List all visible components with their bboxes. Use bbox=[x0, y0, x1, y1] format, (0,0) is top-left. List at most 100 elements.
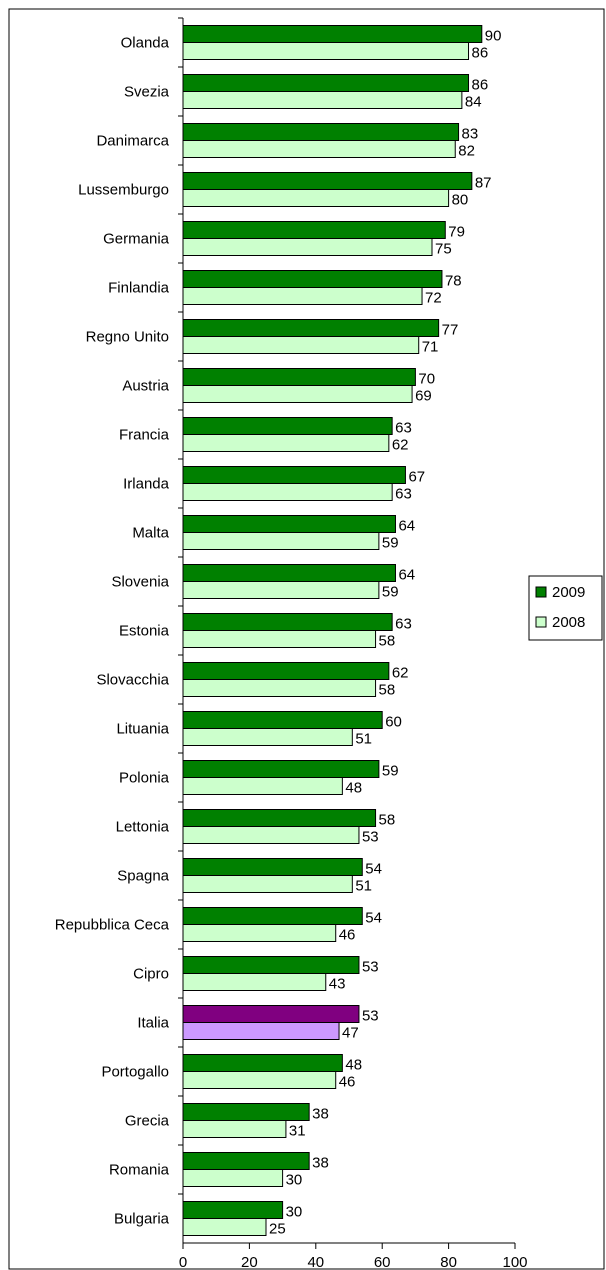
bar-portogallo-2009 bbox=[182, 1054, 343, 1072]
value-label-slovacchia-2008: 58 bbox=[379, 682, 396, 699]
value-label-slovenia-2008: 59 bbox=[382, 584, 399, 601]
bar-italia-2009 bbox=[182, 1005, 360, 1023]
value-label-finlandia-2008: 72 bbox=[425, 290, 442, 307]
x-tick-label-0: 0 bbox=[179, 1254, 187, 1270]
bar-germania-2009 bbox=[182, 221, 446, 239]
value-label-danimarca-2009: 83 bbox=[462, 126, 479, 143]
category-label-lussemburgo: Lussemburgo bbox=[78, 182, 169, 199]
bar-bulgaria-2009 bbox=[182, 1201, 284, 1219]
value-label-regno-unito-2008: 71 bbox=[422, 339, 439, 356]
value-label-portogallo-2008: 46 bbox=[339, 1074, 356, 1091]
category-label-slovenia: Slovenia bbox=[111, 574, 169, 591]
bar-danimarca-2008 bbox=[182, 140, 456, 158]
bar-grecia-2009 bbox=[182, 1103, 310, 1121]
value-label-danimarca-2008: 82 bbox=[458, 143, 475, 160]
bar-francia-2008 bbox=[182, 434, 390, 452]
bar-svezia-2008 bbox=[182, 91, 463, 109]
bar-germania-2008 bbox=[182, 238, 433, 256]
legend-swatch-2008 bbox=[535, 616, 547, 628]
bar-bulgaria-2008 bbox=[182, 1218, 267, 1236]
category-label-lituania: Lituania bbox=[116, 721, 169, 738]
bar-estonia-2008 bbox=[182, 630, 377, 648]
value-label-cipro-2009: 53 bbox=[362, 959, 379, 976]
category-label-estonia: Estonia bbox=[119, 623, 170, 640]
bar-grecia-2008 bbox=[182, 1120, 287, 1138]
value-label-irlanda-2008: 63 bbox=[395, 486, 412, 503]
value-label-slovacchia-2009: 62 bbox=[392, 665, 409, 682]
value-label-slovenia-2009: 64 bbox=[398, 567, 415, 584]
bar-malta-2009 bbox=[182, 515, 396, 533]
bar-lettonia-2008 bbox=[182, 826, 360, 844]
value-label-lettonia-2009: 58 bbox=[379, 812, 396, 829]
value-label-italia-2009: 53 bbox=[362, 1008, 379, 1025]
bar-finlandia-2008 bbox=[182, 287, 423, 305]
category-label-slovacchia: Slovacchia bbox=[96, 672, 169, 689]
value-label-francia-2009: 63 bbox=[395, 420, 412, 437]
bar-malta-2008 bbox=[182, 532, 380, 550]
value-label-olanda-2009: 90 bbox=[485, 28, 502, 45]
bar-lussemburgo-2009 bbox=[182, 172, 473, 190]
bar-portogallo-2008 bbox=[182, 1071, 337, 1089]
bar-slovenia-2009 bbox=[182, 564, 396, 582]
value-label-polonia-2008: 48 bbox=[345, 780, 362, 797]
value-label-italia-2008: 47 bbox=[342, 1025, 359, 1042]
value-label-regno-unito-2009: 77 bbox=[442, 322, 459, 339]
value-label-malta-2008: 59 bbox=[382, 535, 399, 552]
bar-finlandia-2009 bbox=[182, 270, 443, 288]
x-tick-label-20: 20 bbox=[241, 1254, 258, 1270]
category-label-malta: Malta bbox=[132, 525, 169, 542]
bar-austria-2009 bbox=[182, 368, 416, 386]
x-tick-label-40: 40 bbox=[307, 1254, 324, 1270]
value-label-lituania-2008: 51 bbox=[355, 731, 372, 748]
bar-romania-2008 bbox=[182, 1169, 284, 1187]
bar-polonia-2008 bbox=[182, 777, 343, 795]
axes-layer: 0 20 40 60 80 100 bbox=[178, 17, 528, 1270]
bar-olanda-2008 bbox=[182, 42, 470, 60]
category-label-danimarca: Danimarca bbox=[96, 133, 169, 150]
category-label-francia: Francia bbox=[119, 427, 170, 444]
x-tick-label-100: 100 bbox=[502, 1254, 527, 1270]
value-label-bulgaria-2009: 30 bbox=[286, 1204, 303, 1221]
value-label-svezia-2008: 84 bbox=[465, 94, 482, 111]
value-label-portogallo-2009: 48 bbox=[345, 1057, 362, 1074]
bar-svezia-2009 bbox=[182, 74, 470, 92]
category-label-lettonia: Lettonia bbox=[116, 819, 170, 836]
bar-polonia-2009 bbox=[182, 760, 380, 778]
value-label-austria-2008: 69 bbox=[415, 388, 432, 405]
category-label-irlanda: Irlanda bbox=[123, 476, 170, 493]
category-label-grecia: Grecia bbox=[125, 1113, 170, 1130]
bar-danimarca-2009 bbox=[182, 123, 460, 141]
category-label-cipro: Cipro bbox=[133, 966, 169, 983]
bar-lituania-2008 bbox=[182, 728, 353, 746]
legend-swatch-2009 bbox=[535, 586, 547, 598]
value-label-estonia-2008: 58 bbox=[379, 633, 396, 650]
bar-regno-unito-2009 bbox=[182, 319, 440, 337]
value-label-spagna-2008: 51 bbox=[355, 878, 372, 895]
category-label-bulgaria: Bulgaria bbox=[114, 1211, 170, 1228]
bar-cipro-2008 bbox=[182, 973, 327, 991]
bar-regno-unito-2008 bbox=[182, 336, 420, 354]
value-label-francia-2008: 62 bbox=[392, 437, 409, 454]
bar-lettonia-2009 bbox=[182, 809, 377, 827]
value-label-germania-2008: 75 bbox=[435, 241, 452, 258]
category-label-romania: Romania bbox=[109, 1162, 170, 1179]
bar-irlanda-2008 bbox=[182, 483, 393, 501]
category-label-svezia: Svezia bbox=[124, 84, 170, 101]
value-label-romania-2009: 38 bbox=[312, 1155, 329, 1172]
category-label-polonia: Polonia bbox=[119, 770, 170, 787]
category-label-spagna: Spagna bbox=[117, 868, 169, 885]
value-label-germania-2009: 79 bbox=[448, 224, 465, 241]
bar-cipro-2009 bbox=[182, 956, 360, 974]
value-label-olanda-2008: 86 bbox=[472, 45, 489, 62]
bar-repubblica-ceca-2008 bbox=[182, 924, 337, 942]
value-label-lituania-2009: 60 bbox=[385, 714, 402, 731]
legend-label-2009: 2009 bbox=[552, 584, 585, 601]
bar-slovacchia-2008 bbox=[182, 679, 377, 697]
legend: 2009 2008 bbox=[528, 575, 603, 641]
bar-estonia-2009 bbox=[182, 613, 393, 631]
category-label-olanda: Olanda bbox=[121, 35, 170, 52]
value-label-grecia-2009: 38 bbox=[312, 1106, 329, 1123]
